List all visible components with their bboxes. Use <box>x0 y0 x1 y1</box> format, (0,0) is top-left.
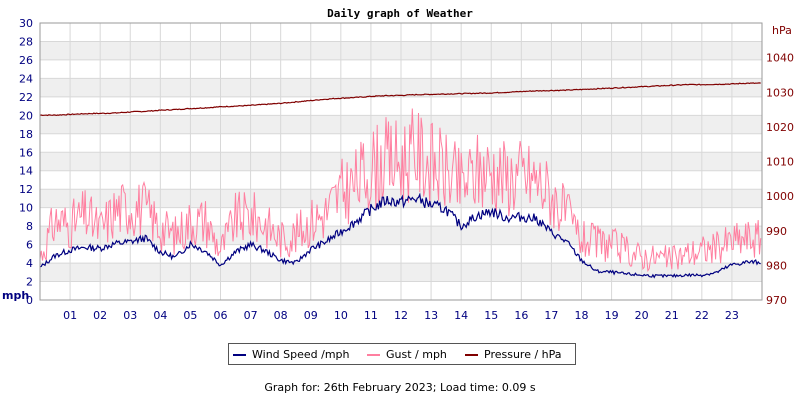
x-tick-label: 02 <box>93 309 107 322</box>
x-tick-label: 04 <box>153 309 167 322</box>
y-right-tick-label: 1000 <box>766 190 794 203</box>
y-left-tick-label: 14 <box>19 165 33 178</box>
y-left-tick-label: 24 <box>19 72 33 85</box>
legend-swatch-pressure <box>465 353 478 356</box>
x-tick-label: 23 <box>725 309 739 322</box>
x-tick-label: 11 <box>364 309 378 322</box>
x-tick-label: 22 <box>695 309 709 322</box>
x-tick-label: 18 <box>575 309 589 322</box>
y-left-tick-label: 0 <box>26 294 33 307</box>
x-tick-label: 16 <box>514 309 528 322</box>
footer-status: Graph for: 26th February 2023; Load time… <box>264 381 536 394</box>
y-left-tick-label: 16 <box>19 146 33 159</box>
legend-item-gust: Gust / mph <box>367 348 447 361</box>
legend-label-pressure: Pressure / hPa <box>484 348 562 361</box>
legend-item-pressure: Pressure / hPa <box>465 348 562 361</box>
y-left-tick-label: 26 <box>19 54 33 67</box>
legend-swatch-gust <box>367 353 380 356</box>
y-left-tick-label: 4 <box>26 257 33 270</box>
legend-swatch-wind <box>233 353 246 356</box>
y-right-axis-label: hPa <box>772 24 792 37</box>
axes-layer: 0246810121416182022242628309709809901000… <box>19 17 794 322</box>
y-left-tick-label: 20 <box>19 109 33 122</box>
x-tick-label: 08 <box>274 309 288 322</box>
y-left-tick-label: 8 <box>26 220 33 233</box>
y-left-tick-label: 18 <box>19 128 33 141</box>
plot-border <box>39 22 763 301</box>
legend-label-gust: Gust / mph <box>386 348 447 361</box>
legend-item-wind: Wind Speed /mph <box>233 348 350 361</box>
x-tick-label: 01 <box>63 309 77 322</box>
x-tick-label: 05 <box>183 309 197 322</box>
y-right-tick-label: 1040 <box>766 52 794 65</box>
chart-title: Daily graph of Weather <box>327 7 473 20</box>
x-tick-label: 15 <box>484 309 498 322</box>
y-left-tick-label: 10 <box>19 202 33 215</box>
x-tick-label: 20 <box>635 309 649 322</box>
y-right-tick-label: 1030 <box>766 86 794 99</box>
y-left-axis-label: mph <box>2 289 29 302</box>
x-tick-label: 09 <box>304 309 318 322</box>
series-line-pressure <box>39 82 761 117</box>
series-layer <box>39 82 762 279</box>
y-right-tick-label: 1020 <box>766 121 794 134</box>
legend-label-wind: Wind Speed /mph <box>252 348 350 361</box>
legend: Wind Speed /mph Gust / mph Pressure / hP… <box>228 343 576 365</box>
series-line-gust <box>39 108 762 273</box>
x-tick-label: 14 <box>454 309 468 322</box>
y-left-tick-label: 6 <box>26 239 33 252</box>
x-tick-label: 03 <box>123 309 137 322</box>
x-tick-label: 06 <box>214 309 228 322</box>
y-left-tick-label: 2 <box>26 276 33 289</box>
y-right-tick-label: 990 <box>766 225 787 238</box>
x-tick-label: 19 <box>605 309 619 322</box>
x-tick-label: 10 <box>334 309 348 322</box>
series-line-wind <box>39 192 761 279</box>
y-right-tick-label: 980 <box>766 259 787 272</box>
x-tick-label: 17 <box>544 309 558 322</box>
x-tick-label: 13 <box>424 309 438 322</box>
x-tick-label: 07 <box>244 309 258 322</box>
y-left-tick-label: 12 <box>19 183 33 196</box>
y-right-tick-label: 970 <box>766 294 787 307</box>
y-right-tick-label: 1010 <box>766 156 794 169</box>
x-tick-label: 12 <box>394 309 408 322</box>
y-left-tick-label: 30 <box>19 17 33 30</box>
y-left-tick-label: 28 <box>19 35 33 48</box>
y-left-tick-label: 22 <box>19 91 33 104</box>
x-tick-label: 21 <box>665 309 679 322</box>
